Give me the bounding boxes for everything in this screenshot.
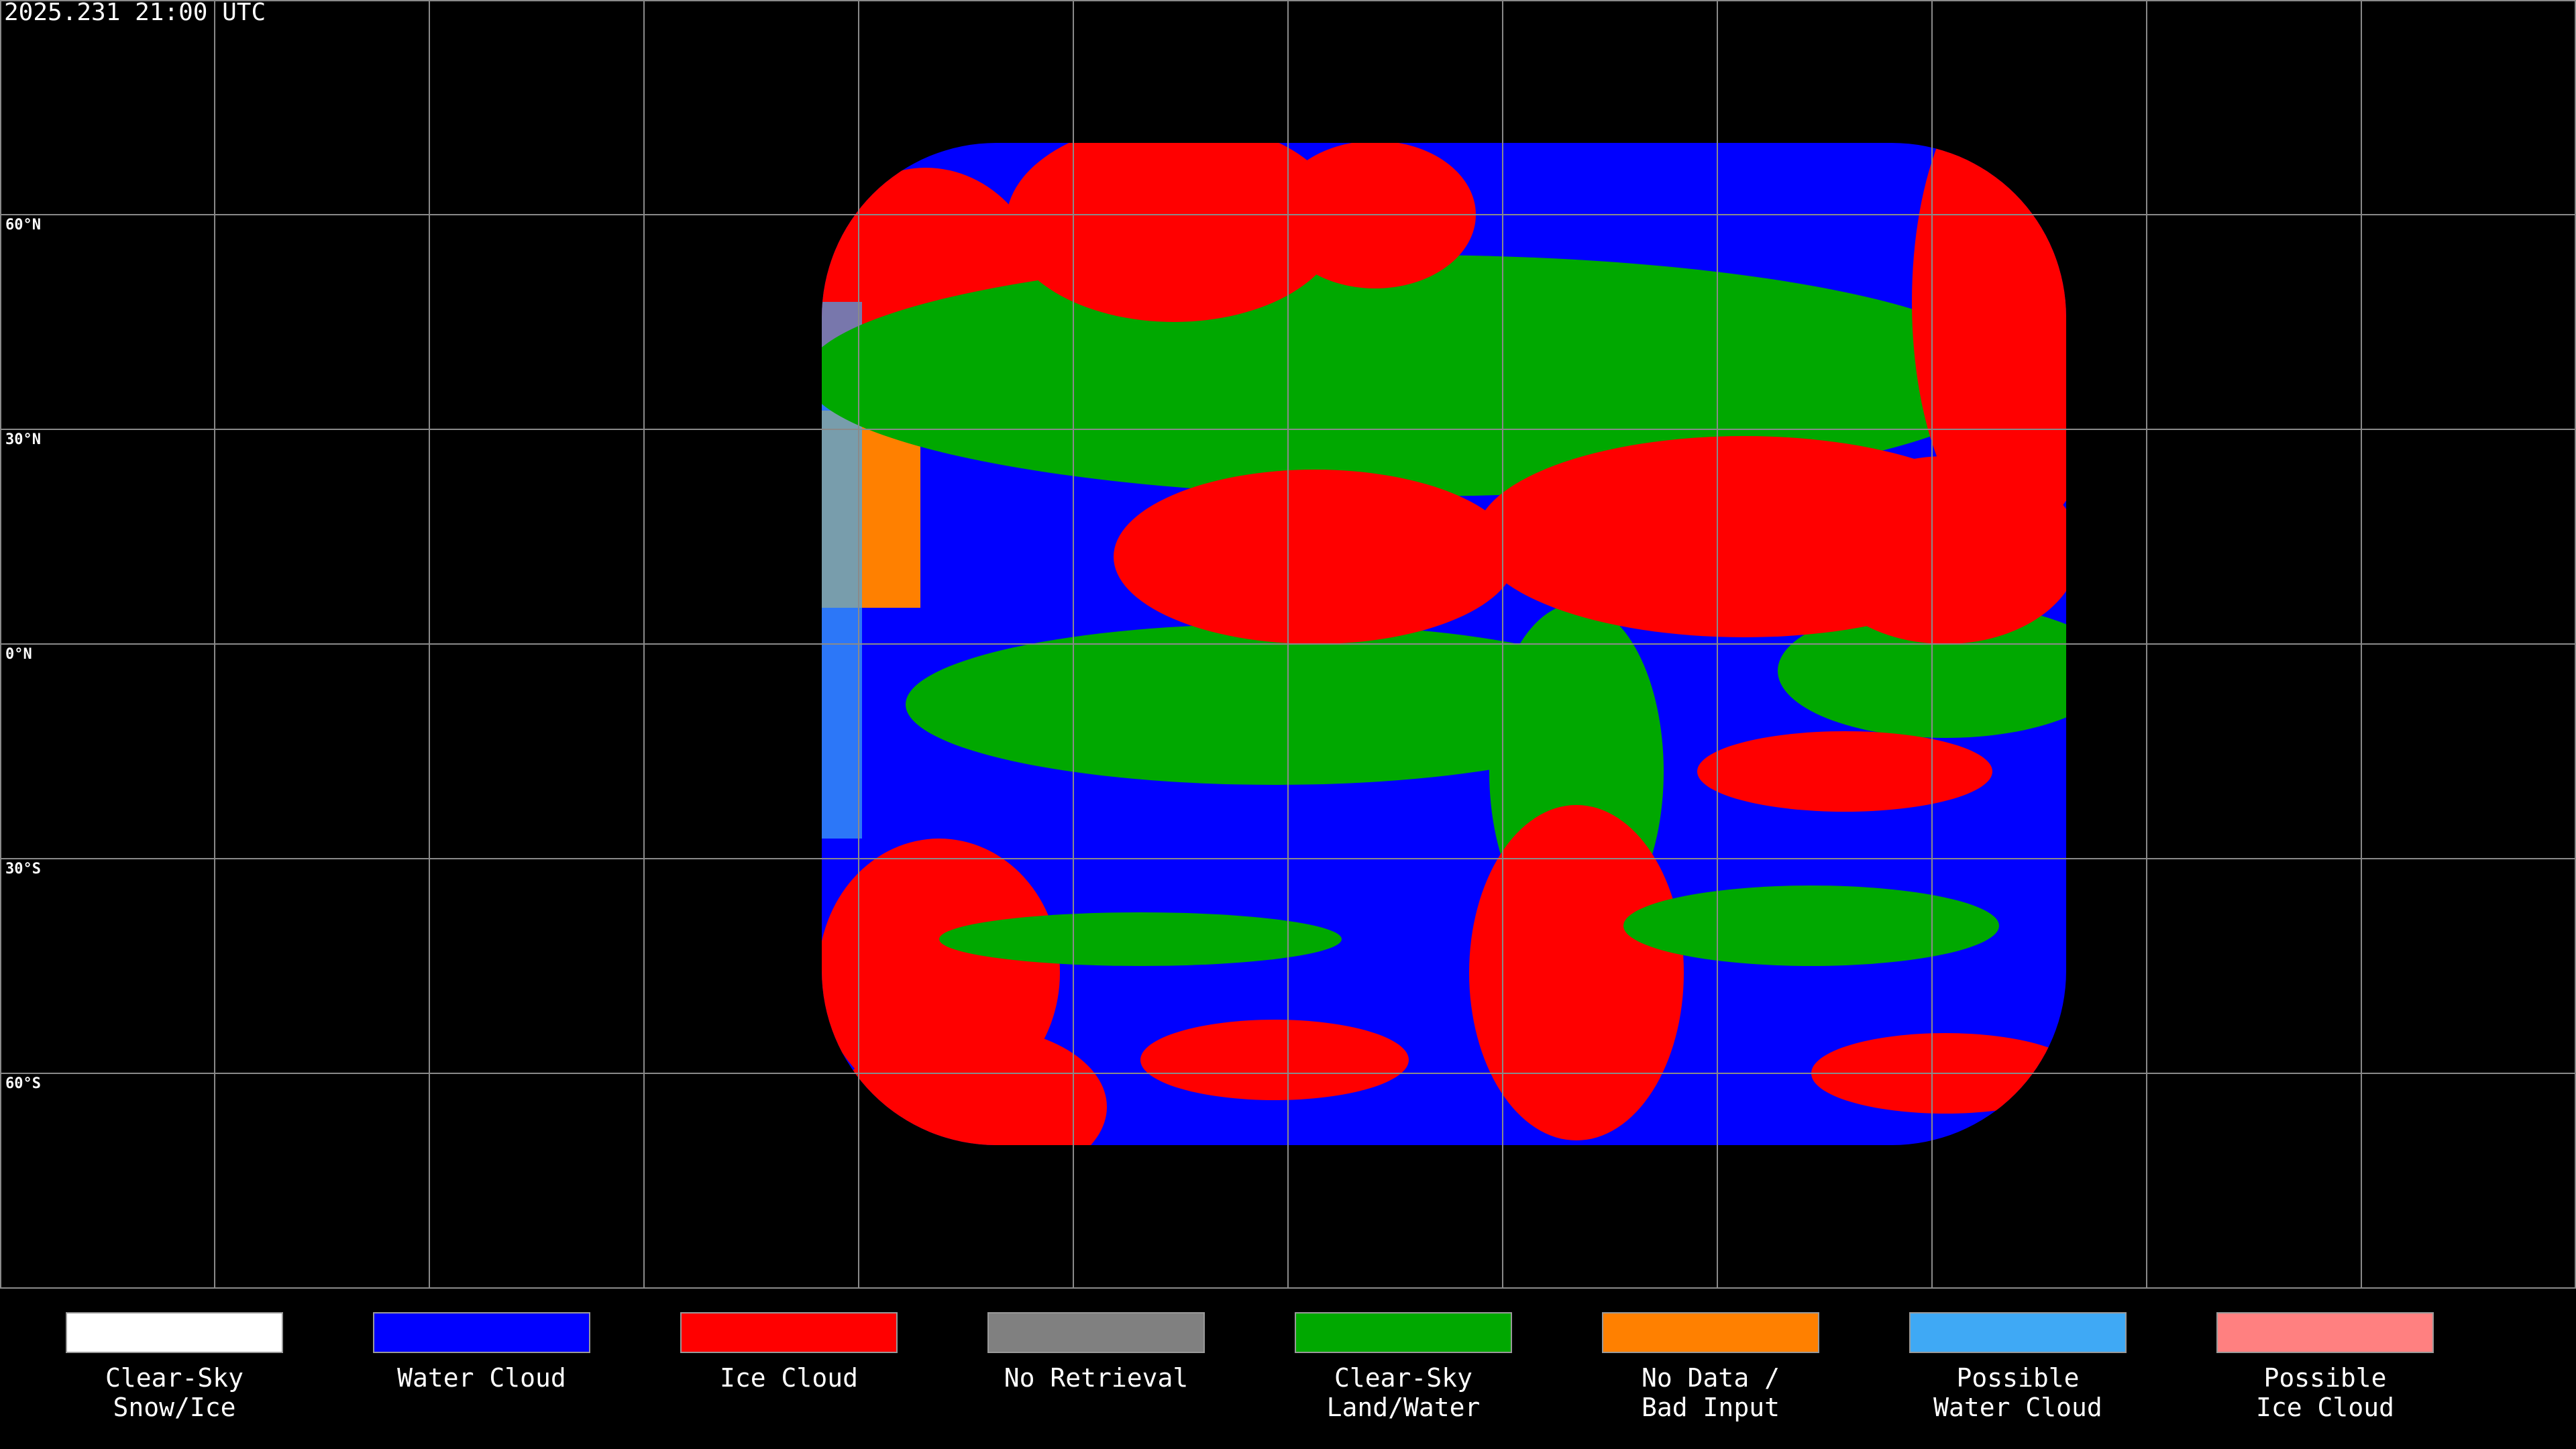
legend-label: Possible <box>2263 1363 2386 1393</box>
legend-label: Ice Cloud <box>2256 1393 2394 1422</box>
legend-label: Water Cloud <box>397 1363 566 1393</box>
graticule: 60°N 30°N 0°N 30°S 60°S <box>0 0 2576 1289</box>
latitude-label: 60°S <box>5 1075 41 1092</box>
legend-label: Ice Cloud <box>720 1363 858 1393</box>
legend-label: Clear-Sky <box>105 1363 244 1393</box>
latitude-label: 60°N <box>5 217 41 233</box>
legend-label: Clear-Sky <box>1334 1363 1472 1393</box>
legend-label: No Data / <box>1642 1363 1780 1393</box>
timestamp: 2025.231 21:00 UTC <box>4 0 266 26</box>
latitude-label: 0°N <box>5 646 32 663</box>
legend-label: Possible <box>1956 1363 2079 1393</box>
legend-swatch <box>1602 1312 1819 1353</box>
legend-swatch <box>2216 1312 2434 1353</box>
latitude-label: 30°N <box>5 431 41 448</box>
legend-swatch <box>987 1312 1205 1353</box>
legend-label: No Retrieval <box>1004 1363 1189 1393</box>
legend-swatch <box>680 1312 898 1353</box>
legend-swatch <box>66 1312 283 1353</box>
latitude-label: 30°S <box>5 861 41 877</box>
legend-swatch <box>1295 1312 1512 1353</box>
legend-label: Water Cloud <box>1933 1393 2102 1422</box>
cloud-mask <box>822 143 2066 1145</box>
legend-label: Land/Water <box>1327 1393 1481 1422</box>
legend-label: Bad Input <box>1642 1393 1780 1422</box>
legend-swatch <box>373 1312 590 1353</box>
legend-label: Snow/Ice <box>113 1393 235 1422</box>
legend-swatch <box>1909 1312 2127 1353</box>
